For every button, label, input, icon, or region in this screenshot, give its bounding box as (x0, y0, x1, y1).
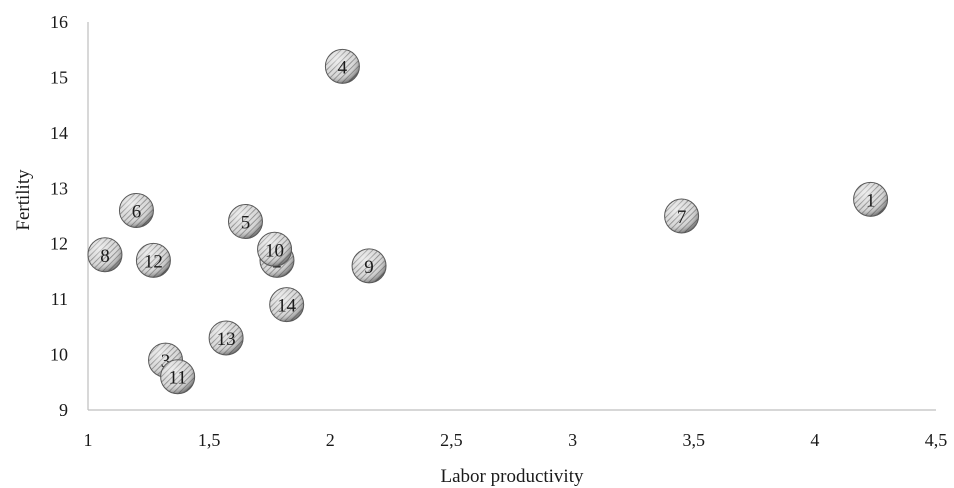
x-tick-label: 1,5 (198, 430, 221, 450)
bubble-shading (351, 248, 387, 284)
y-axis-title: Fertility (13, 169, 34, 231)
x-tick-label: 3,5 (682, 430, 705, 450)
data-point: 6 (118, 192, 154, 228)
point-label: 8 (100, 246, 110, 267)
x-tick-label: 2,5 (440, 430, 463, 450)
data-point: 8 (87, 237, 123, 273)
bubble-shading (257, 231, 293, 267)
data-point: 11 (160, 359, 196, 395)
x-tick-labels: 1 1,5 2 2,5 3 3,5 4 4,5 (84, 430, 948, 450)
x-tick-label: 1 (84, 430, 93, 450)
point-label: 9 (364, 257, 374, 278)
x-tick-label: 2 (326, 430, 335, 450)
point-label: 1 (866, 190, 876, 211)
point-label: 14 (277, 296, 297, 317)
bubble-shading (87, 237, 123, 273)
data-point: 13 (208, 320, 244, 356)
data-point: 1 (853, 181, 889, 217)
x-tick-label: 4,5 (925, 430, 948, 450)
data-points: 1234567891011121314 (87, 48, 889, 395)
data-point: 12 (135, 242, 171, 278)
data-point: 7 (664, 198, 700, 234)
point-label: 11 (168, 368, 186, 389)
y-tick-labels: 9 10 11 12 13 14 15 16 (50, 12, 68, 420)
point-label: 10 (265, 240, 284, 261)
point-label: 3 (161, 351, 171, 372)
y-tick-label: 16 (50, 12, 68, 32)
data-point: 14 (269, 287, 305, 323)
y-tick-label: 14 (50, 123, 68, 143)
point-label: 5 (241, 213, 251, 234)
data-point: 9 (351, 248, 387, 284)
bubble-shading (118, 192, 154, 228)
y-tick-label: 12 (50, 234, 68, 254)
point-label: 12 (144, 251, 163, 272)
bubble-shading (160, 359, 196, 395)
bubble-shading (853, 181, 889, 217)
point-label: 6 (132, 201, 142, 222)
point-label: 4 (338, 57, 348, 78)
bubble-shading (227, 204, 263, 240)
x-tick-label: 4 (810, 430, 819, 450)
y-tick-label: 13 (50, 178, 68, 198)
axes (87, 22, 936, 411)
bubble-shading (324, 48, 360, 84)
data-point: 10 (257, 231, 293, 267)
point-label: 13 (217, 329, 236, 350)
x-tick-label: 3 (568, 430, 577, 450)
y-tick-label: 11 (51, 289, 68, 309)
data-point: 5 (227, 204, 263, 240)
y-tick-label: 15 (50, 67, 68, 87)
bubble-shading (135, 242, 171, 278)
y-tick-label: 10 (50, 345, 68, 365)
y-tick-label: 9 (59, 400, 68, 420)
bubble-shading (664, 198, 700, 234)
bubble-shading (208, 320, 244, 356)
data-point: 4 (324, 48, 360, 84)
x-axis-title: Labor productivity (441, 466, 584, 487)
point-label: 7 (677, 207, 687, 228)
bubble-shading (269, 287, 305, 323)
